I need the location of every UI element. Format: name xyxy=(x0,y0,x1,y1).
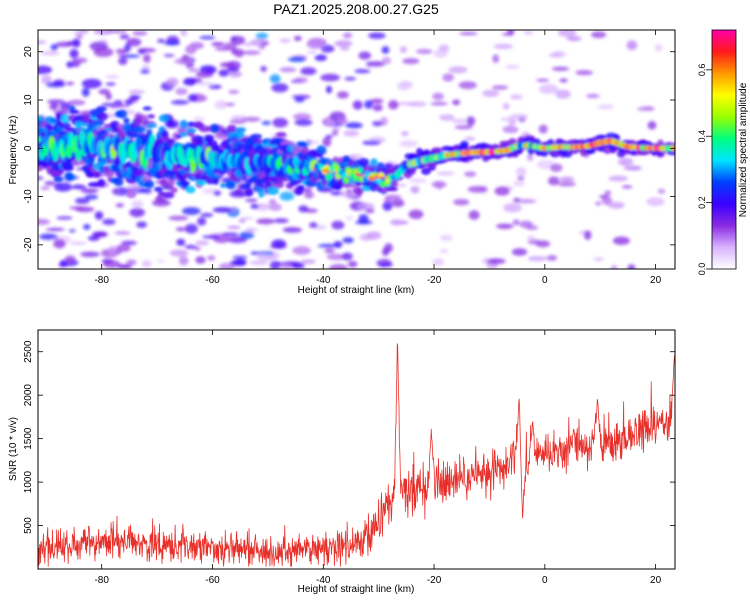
snr-panel: -80 -60 -40 -20 0 20 500 1000 1500 2000 2500 Heig… xyxy=(8,329,676,595)
snr-x-tick-label: -20 xyxy=(427,575,442,586)
spectrogram-y-ticks: -20 -10 0 10 20 xyxy=(23,46,675,252)
colorbar-tick-label: 0.6 xyxy=(697,64,707,77)
snr-background xyxy=(38,330,675,569)
spectrogram-x-tick-label: 20 xyxy=(650,275,662,286)
snr-y-tick-label: 1500 xyxy=(23,427,34,450)
figure-title: PAZ1.2025.208.00.27.G25 xyxy=(273,1,439,17)
snr-y-ticks: 500 1000 1500 2000 2500 xyxy=(23,340,675,534)
snr-x-tick-label: -60 xyxy=(205,575,220,586)
spectrogram-frame xyxy=(37,29,676,270)
colorbar-tick-label: 0.2 xyxy=(697,196,707,209)
colorbar-label: Normalized spectral amplitude xyxy=(738,82,749,217)
spectrogram-y-tick-label: 10 xyxy=(23,94,34,106)
colorbar: 0.0 0.2 0.4 0.6 Normalized spectral amplitu… xyxy=(697,29,749,276)
spectrogram-y-axis-label: Frequency (Hz) xyxy=(8,116,19,185)
snr-x-tick-label: -80 xyxy=(94,575,109,586)
spectrogram-y-tick-label: -20 xyxy=(23,237,34,252)
colorbar-tick-label: 0.4 xyxy=(697,130,707,143)
colorbar-tick-label: 0.0 xyxy=(697,263,707,276)
spectrogram-x-axis-label: Height of straight line (km) xyxy=(298,285,415,296)
snr-x-tick-label: -40 xyxy=(316,575,331,586)
snr-x-tick-label: 20 xyxy=(650,575,662,586)
snr-frame xyxy=(37,329,676,570)
spectrogram-x-tick-label: -60 xyxy=(205,275,220,286)
colorbar-gradient xyxy=(711,29,737,270)
spectrogram-x-ticks: -80 -60 -40 -20 0 20 xyxy=(94,30,662,286)
snr-y-tick-label: 2000 xyxy=(23,384,34,407)
spectrogram-x-tick-label: -80 xyxy=(94,275,109,286)
spectrogram-x-tick-label: -20 xyxy=(427,275,442,286)
snr-y-tick-label: 500 xyxy=(23,517,34,534)
spectrogram-x-tick-label: -40 xyxy=(316,275,331,286)
colorbar-ticks: 0.0 0.2 0.4 0.6 xyxy=(697,64,712,276)
spectrogram-y-tick-label: -10 xyxy=(23,189,34,204)
snr-x-ticks: -80 -60 -40 -20 0 20 xyxy=(94,330,662,586)
snr-y-tick-label: 1000 xyxy=(23,471,34,494)
spectrogram-panel: -80 -60 -40 -20 0 20 -20 -10 0 10 20 Height of st… xyxy=(8,29,676,296)
snr-x-tick-label: 0 xyxy=(542,575,548,586)
snr-series-line xyxy=(38,343,675,567)
snr-x-axis-label: Height of straight line (km) xyxy=(298,584,415,595)
spectrogram-y-tick-label: 0 xyxy=(23,145,34,151)
snr-y-tick-label: 2500 xyxy=(23,340,34,363)
spectrogram-ridge xyxy=(38,105,675,203)
spectrogram-y-tick-label: 20 xyxy=(23,46,34,58)
snr-y-axis-label: SNR (10 * v/v) xyxy=(8,417,19,481)
spectrogram-x-tick-label: 0 xyxy=(542,275,548,286)
